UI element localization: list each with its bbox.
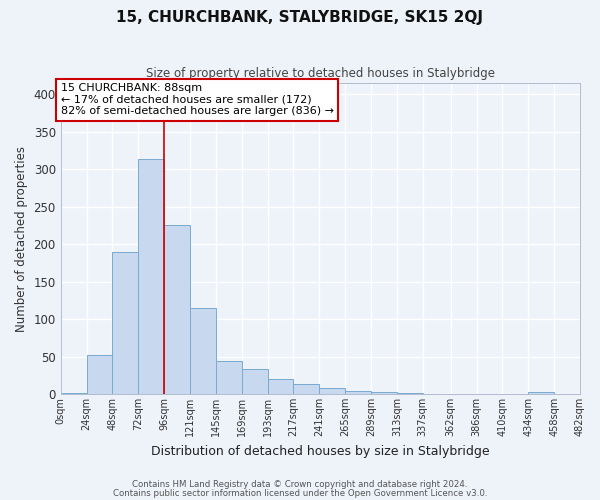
Bar [216,361,242,394]
Bar [138,158,164,394]
Bar [528,392,554,394]
Text: 15, CHURCHBANK, STALYBRIDGE, SK15 2QJ: 15, CHURCHBANK, STALYBRIDGE, SK15 2QJ [116,10,484,25]
Text: Contains public sector information licensed under the Open Government Licence v3: Contains public sector information licen… [113,488,487,498]
X-axis label: Distribution of detached houses by size in Stalybridge: Distribution of detached houses by size … [151,444,490,458]
Bar [164,224,190,394]
Title: Size of property relative to detached houses in Stalybridge: Size of property relative to detached ho… [146,68,495,80]
Y-axis label: Number of detached properties: Number of detached properties [15,146,28,332]
Text: 15 CHURCHBANK: 88sqm
← 17% of detached houses are smaller (172)
82% of semi-deta: 15 CHURCHBANK: 88sqm ← 17% of detached h… [61,83,334,116]
Bar [86,355,112,394]
Bar [112,252,138,394]
Bar [242,370,268,394]
Bar [190,308,216,394]
Bar [61,392,86,394]
Bar [397,392,422,394]
Bar [293,384,319,394]
Bar [371,392,397,394]
Bar [268,379,293,394]
Bar [319,388,345,394]
Text: Contains HM Land Registry data © Crown copyright and database right 2024.: Contains HM Land Registry data © Crown c… [132,480,468,489]
Bar [345,391,371,394]
